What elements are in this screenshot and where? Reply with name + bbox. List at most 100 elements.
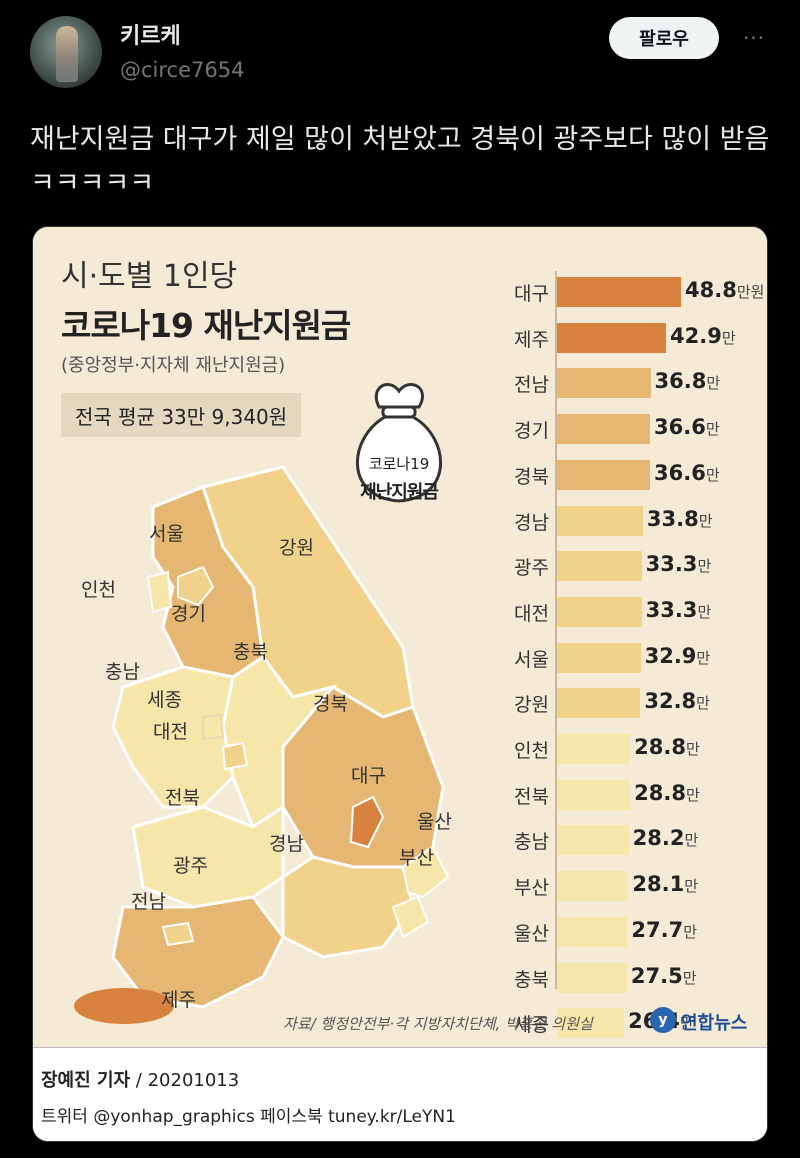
bar — [557, 962, 627, 993]
avatar[interactable] — [30, 16, 102, 88]
bar-value-label: 36.6만 — [654, 415, 720, 440]
map-label-jeonnam: 전남 — [131, 891, 166, 913]
tweet-media-image[interactable]: 시·도별 1인당 코로나19 재난지원금 (중앙정부·지자체 재난지원금) 전국… — [32, 226, 768, 1142]
graphic-title-line2: 코로나19 재난지원금 — [61, 306, 351, 345]
bar-value-label: 32.8만 — [644, 689, 710, 714]
bar — [557, 414, 650, 445]
more-options-icon[interactable]: ··· — [742, 26, 766, 50]
bar-label: 전남 — [514, 374, 549, 397]
bar — [557, 871, 629, 902]
map-label-gangwon: 강원 — [279, 537, 314, 559]
bar — [557, 505, 643, 536]
reporter-credit: 장예진 기자 / 20201013 — [41, 1066, 239, 1092]
follow-button[interactable]: 팔로우 — [609, 17, 719, 59]
bar-value-label: 27.5만 — [630, 963, 697, 988]
map-label-jeju: 제주 — [161, 989, 196, 1011]
map-label-daegu: 대구 — [351, 765, 386, 787]
display-name[interactable]: 키르케 — [120, 24, 181, 49]
region-ulsan — [401, 845, 450, 899]
graphic-footer: 장예진 기자 / 20201013 트위터 @yonhap_graphics 페… — [33, 1047, 767, 1141]
bar-value-label: 33.8만 — [646, 506, 713, 531]
bar-value-label: 42.9만 — [670, 323, 736, 348]
social-links: 트위터 @yonhap_graphics 페이스북 tuney.kr/LeYN1 — [41, 1107, 456, 1127]
map-label-daejeon: 대전 — [153, 721, 188, 743]
map-label-gyeongnam: 경남 — [269, 833, 304, 855]
korea-map — [111, 465, 450, 1009]
yonhap-logo-icon: y — [650, 1007, 676, 1033]
reporter-date: / 20201013 — [130, 1070, 240, 1091]
bar-value-label: 32.9만 — [644, 643, 711, 668]
map-label-sejong: 세종 — [147, 689, 182, 711]
national-average-box: 전국 평균 33만 9,340원 — [61, 393, 302, 437]
bar-label: 경북 — [514, 465, 549, 488]
bar-label: 대전 — [514, 602, 549, 625]
bar-value-label: 33.3만 — [645, 597, 712, 622]
bar — [557, 642, 641, 673]
bar-label: 대구 — [514, 283, 549, 305]
source-credit: 자료/ 행정안전부·각 지방자치단체, 박홍근 의원실 — [283, 1015, 593, 1033]
map-label-chungnam: 충남 — [105, 661, 140, 683]
map-label-incheon: 인천 — [81, 579, 116, 601]
bar-value-label: 28.8만 — [634, 735, 700, 759]
map-label-gyeonggi: 경기 — [171, 603, 206, 625]
region-chungnam — [111, 665, 235, 809]
tweet-text: 재난지원금 대구가 제일 많이 처받았고 경북이 광주보다 많이 받음ㅋㅋㅋㅋㅋ — [30, 124, 770, 199]
bar-label: 강원 — [514, 694, 549, 717]
region-sejong — [202, 713, 225, 741]
region-jeju — [74, 988, 174, 1024]
map-label-seoul: 서울 — [149, 523, 184, 545]
map-label-jeonbuk: 전북 — [165, 787, 200, 809]
map-label-gyeongbuk: 경북 — [313, 693, 348, 715]
bar-value-label: 27.7만 — [631, 917, 698, 942]
bar — [557, 459, 650, 490]
bar-label: 세종 — [514, 1014, 549, 1037]
bar-label: 부산 — [514, 877, 549, 900]
bar — [557, 688, 641, 719]
bar — [557, 916, 628, 947]
map-label-gwangju: 광주 — [173, 855, 208, 877]
map-label-ulsan: 울산 — [417, 811, 452, 833]
bar-label: 충북 — [514, 968, 549, 991]
bar — [557, 779, 631, 810]
bar-value-label: 28.1만 — [632, 872, 699, 897]
bar-label: 전북 — [514, 785, 549, 808]
bar-value-label: 48.8만원 — [685, 278, 765, 302]
region-jeonnam — [111, 895, 285, 1009]
bar — [557, 322, 666, 353]
bar-label: 서울 — [514, 648, 549, 671]
region-gwangju — [161, 921, 195, 947]
user-handle[interactable]: @circe7654 — [120, 58, 245, 82]
bag-label-top: 코로나19 — [368, 455, 430, 473]
bar-value-label: 33.3만 — [645, 552, 712, 577]
bar — [557, 734, 631, 764]
graphic-subtitle: (중앙정부·지자체 재난지원금) — [61, 355, 286, 376]
bar-chart-axis — [555, 271, 557, 989]
map-label-chungbuk: 충북 — [233, 641, 268, 663]
graphic-title-line1: 시·도별 1인당 — [61, 259, 238, 294]
region-daejeon — [221, 741, 249, 771]
region-daegu — [349, 795, 385, 849]
bar — [557, 277, 681, 307]
bar-label: 경남 — [514, 511, 549, 534]
map-label-busan: 부산 — [399, 847, 434, 869]
bar — [557, 596, 642, 627]
bar-label: 경기 — [514, 420, 549, 443]
bag-label-bottom: 재난지원금 — [360, 482, 439, 503]
bar-label: 광주 — [514, 557, 549, 580]
yonhap-logo-text: 연합뉴스 — [681, 1013, 748, 1034]
bar-value-label: 28.2만 — [632, 826, 699, 851]
bar — [557, 1008, 625, 1039]
bar-value-label: 28.8만 — [634, 780, 700, 805]
bar — [557, 368, 651, 399]
bar-value-label: 36.8만 — [654, 369, 721, 394]
bar-label: 제주 — [514, 328, 549, 351]
bar-value-label: 36.6만 — [654, 460, 720, 485]
reporter-name: 장예진 기자 — [41, 1070, 131, 1091]
bar-label: 인천 — [514, 740, 549, 762]
bar-label: 울산 — [514, 922, 549, 945]
region-seoul — [177, 565, 215, 607]
region-busan — [391, 895, 430, 939]
money-bag-icon — [355, 382, 443, 503]
bar — [557, 551, 642, 582]
bar-label: 충남 — [514, 831, 549, 854]
